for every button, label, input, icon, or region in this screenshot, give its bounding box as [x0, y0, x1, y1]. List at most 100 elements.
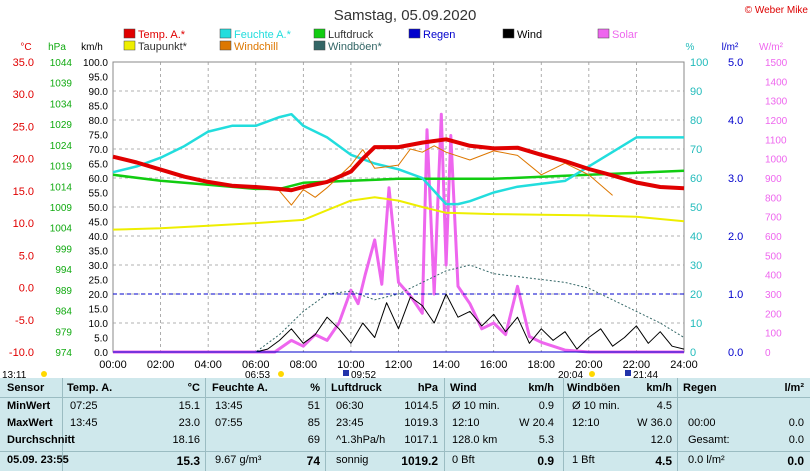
tick-rain: 2.0 — [728, 231, 743, 243]
cell-druck-value: 1014.5 — [404, 400, 438, 412]
cell-temp-time: 13:45 — [70, 417, 98, 429]
tick-wind: 55.0 — [89, 189, 109, 200]
header-wind: Wind — [450, 382, 477, 394]
tick-rain: 4.0 — [728, 115, 743, 127]
tick-x: 22:00 — [623, 359, 651, 371]
chart-series — [112, 112, 685, 354]
cell-feuchte-value: 85 — [307, 417, 320, 429]
tick-wind: 70.0 — [89, 145, 109, 156]
marker-sun: 20:04 — [558, 370, 583, 378]
tick-humidity: 30 — [690, 260, 702, 272]
unit-label-rain: l/m² — [722, 42, 739, 53]
axis-ticks: 35.0 30.0 25.0 20.0 15.0 10.0 5.0 0.0 -5.0 -10.0 1… — [9, 57, 788, 371]
legend-swatch-wind — [502, 28, 515, 39]
cell-wind-time: 128.0 km — [452, 434, 498, 446]
tick-wind: 15.0 — [89, 305, 109, 316]
tick-pressure: 999 — [55, 244, 72, 255]
legend-label-solar: Solar — [612, 29, 638, 41]
cell-boeen-value: 4.5 — [656, 400, 672, 412]
cell-druck-time: 23:45 — [336, 417, 364, 429]
tick-solar: 1400 — [765, 77, 788, 88]
unit-label-solar: W/m² — [759, 42, 784, 53]
cell-druck-value: 1019.2 — [401, 454, 438, 468]
cell-boeen-time: 1 Bft — [572, 454, 595, 466]
tick-pressure: 1014 — [50, 182, 73, 193]
legend-swatch-luftdruck — [313, 28, 326, 39]
tick-humidity: 0 — [690, 347, 696, 359]
header-feuchte-unit: % — [310, 382, 320, 394]
tick-x: 20:00 — [575, 359, 603, 371]
tick-rain: 0.0 — [728, 347, 743, 359]
header-luftdruck: Luftdruck — [331, 382, 382, 394]
marker-moon: 21:44 — [633, 370, 658, 378]
row-label-avg: Durchschnitt — [7, 434, 75, 446]
tick-temp: 35.0 — [13, 57, 34, 69]
tick-temp: 5.0 — [19, 250, 34, 262]
tick-solar: 1000 — [765, 155, 788, 166]
tick-pressure: 979 — [55, 327, 72, 338]
series-luftdruck — [112, 169, 685, 191]
tick-pressure: 1009 — [50, 203, 73, 214]
legend-swatch-taupunkt — [123, 40, 136, 51]
tick-wind: 40.0 — [89, 232, 109, 243]
cell-temp-value: 15.3 — [176, 454, 200, 468]
header-sensor: Sensor — [7, 382, 45, 394]
cell-feuchte-value: 51 — [307, 400, 320, 412]
header-luftdruck-unit: hPa — [417, 382, 438, 394]
marker-axis: 13:11 — [2, 370, 27, 378]
tick-wind: 60.0 — [89, 174, 109, 185]
tick-solar: 0 — [765, 348, 771, 359]
cell-feuchte-value: 69 — [307, 434, 320, 446]
tick-wind: 45.0 — [89, 218, 109, 229]
cell-wind-time: 0 Bft — [452, 454, 475, 466]
cell-feuchte-time: 07:55 — [215, 417, 243, 429]
unit-label-pressure: hPa — [48, 42, 66, 53]
tick-wind: 85.0 — [89, 102, 109, 113]
cell-boeen-time: Ø 10 min. — [572, 400, 620, 412]
cell-temp-time: 07:25 — [70, 400, 98, 412]
tick-humidity: 40 — [690, 231, 702, 243]
tick-wind: 95.0 — [89, 73, 109, 84]
series-temp-a — [112, 137, 685, 193]
legend-label-windboeen: Windböen* — [328, 41, 383, 53]
tick-wind: 20.0 — [89, 290, 109, 301]
tick-x: 18:00 — [527, 359, 555, 371]
marker-moon: 09:52 — [351, 370, 376, 378]
legend-swatch-regen — [408, 28, 421, 39]
cell-wind-value: 0.9 — [537, 454, 554, 468]
legend-swatch-windboeen — [313, 40, 326, 51]
tick-solar: 300 — [765, 290, 782, 301]
header-feuchte: Feuchte A. — [212, 382, 268, 394]
legend-swatch-temp — [123, 28, 136, 39]
tick-temp: -10.0 — [9, 347, 34, 359]
statistics-table: Sensor Temp. A. °C Feuchte A.% Luftdruck hPa W… — [0, 378, 810, 471]
unit-label-humidity: % — [686, 42, 695, 53]
tick-wind: 100.0 — [83, 58, 108, 69]
tick-x: 00:00 — [99, 359, 127, 371]
marker-sun: 06:53 — [245, 370, 270, 378]
header-temp: Temp. A. — [67, 382, 113, 394]
tick-temp: 30.0 — [13, 89, 34, 101]
cell-regen-time: 0.0 l/m² — [688, 454, 725, 466]
tick-solar: 1200 — [765, 116, 788, 127]
tick-wind: 65.0 — [89, 160, 109, 171]
series-windchill — [279, 145, 613, 206]
tick-pressure: 1034 — [50, 99, 73, 110]
legend-label-windchill: Windchill — [234, 41, 278, 53]
row-label-min: MinWert — [7, 400, 51, 412]
cell-regen-value: 0.0 — [788, 434, 804, 446]
legend-label-temp: Temp. A.* — [138, 29, 186, 41]
series-solar — [113, 112, 684, 354]
tick-rain: 3.0 — [728, 173, 743, 185]
tick-x: 06:00 — [242, 359, 270, 371]
tick-pressure: 984 — [55, 307, 72, 318]
tick-solar: 400 — [765, 271, 782, 282]
tick-temp: 25.0 — [13, 121, 34, 133]
tick-humidity: 70 — [690, 144, 702, 156]
cell-regen-value: 0.0 — [788, 417, 804, 429]
tick-wind: 0.0 — [94, 348, 108, 359]
unit-label-wind: km/h — [81, 42, 103, 53]
legend-label-luftdruck: Luftdruck — [328, 29, 374, 41]
cell-wind-value: 0.9 — [538, 400, 554, 412]
tick-temp: -5.0 — [15, 315, 34, 327]
